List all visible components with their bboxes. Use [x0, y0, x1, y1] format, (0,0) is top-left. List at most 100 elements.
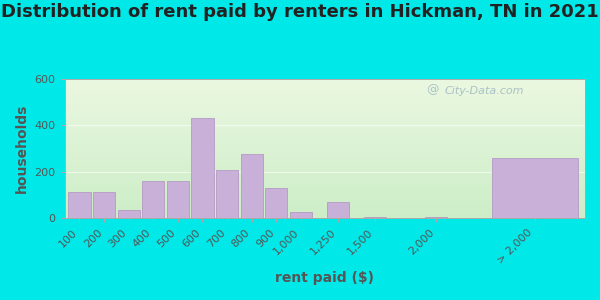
- X-axis label: rent paid ($): rent paid ($): [275, 271, 374, 285]
- Bar: [65, 190, 585, 191]
- Bar: [265, 188, 287, 218]
- Bar: [65, 93, 585, 94]
- Bar: [65, 117, 585, 118]
- Bar: [65, 100, 585, 101]
- Bar: [65, 106, 585, 107]
- Bar: [65, 121, 585, 122]
- Bar: [65, 181, 585, 182]
- Bar: [65, 82, 585, 83]
- Bar: [65, 217, 585, 218]
- Bar: [65, 177, 585, 178]
- Bar: [65, 167, 585, 168]
- Bar: [65, 200, 585, 201]
- Bar: [491, 158, 578, 218]
- Bar: [65, 202, 585, 203]
- Bar: [65, 83, 585, 84]
- Bar: [65, 138, 585, 139]
- Bar: [65, 162, 585, 163]
- Bar: [167, 181, 189, 218]
- Bar: [65, 188, 585, 189]
- Bar: [65, 136, 585, 137]
- Bar: [65, 164, 585, 165]
- Bar: [65, 81, 585, 82]
- Bar: [65, 118, 585, 119]
- Y-axis label: households: households: [15, 104, 29, 193]
- Bar: [65, 197, 585, 198]
- Bar: [65, 132, 585, 133]
- Bar: [65, 189, 585, 190]
- Bar: [65, 179, 585, 180]
- Bar: [65, 193, 585, 194]
- Bar: [216, 170, 238, 218]
- Bar: [65, 156, 585, 157]
- Bar: [65, 209, 585, 210]
- Bar: [65, 111, 585, 112]
- Bar: [65, 161, 585, 162]
- Bar: [65, 114, 585, 115]
- Bar: [65, 140, 585, 141]
- Bar: [65, 125, 585, 126]
- Bar: [65, 85, 585, 86]
- Bar: [65, 143, 585, 144]
- Bar: [65, 130, 585, 131]
- Bar: [65, 116, 585, 117]
- Bar: [65, 108, 585, 109]
- Bar: [65, 153, 585, 154]
- Bar: [65, 173, 585, 174]
- Bar: [65, 147, 585, 148]
- Bar: [191, 118, 214, 218]
- Bar: [65, 210, 585, 211]
- Bar: [65, 216, 585, 217]
- Bar: [65, 98, 585, 99]
- Bar: [65, 141, 585, 142]
- Bar: [65, 213, 585, 214]
- Bar: [65, 103, 585, 104]
- Bar: [65, 150, 585, 151]
- Bar: [65, 120, 585, 121]
- Bar: [65, 101, 585, 102]
- Bar: [65, 79, 585, 80]
- Bar: [65, 95, 585, 96]
- Bar: [65, 212, 585, 213]
- Bar: [65, 115, 585, 116]
- Bar: [93, 193, 115, 218]
- Bar: [65, 171, 585, 172]
- Bar: [65, 172, 585, 173]
- Bar: [65, 99, 585, 100]
- Bar: [65, 148, 585, 149]
- Bar: [65, 107, 585, 108]
- Bar: [65, 84, 585, 85]
- Bar: [65, 134, 585, 135]
- Bar: [65, 180, 585, 181]
- Bar: [65, 129, 585, 130]
- Bar: [65, 90, 585, 91]
- Bar: [65, 165, 585, 166]
- Bar: [65, 104, 585, 105]
- Text: City-Data.com: City-Data.com: [445, 86, 524, 96]
- Bar: [65, 149, 585, 150]
- Bar: [65, 142, 585, 143]
- Bar: [241, 154, 263, 218]
- Bar: [65, 214, 585, 215]
- Bar: [65, 183, 585, 184]
- Bar: [142, 181, 164, 218]
- Bar: [65, 186, 585, 187]
- Bar: [65, 113, 585, 114]
- Bar: [65, 126, 585, 127]
- Bar: [65, 105, 585, 106]
- Bar: [65, 92, 585, 93]
- Bar: [65, 159, 585, 160]
- Bar: [65, 96, 585, 97]
- Bar: [65, 131, 585, 132]
- Bar: [65, 155, 585, 156]
- Bar: [65, 88, 585, 89]
- Bar: [65, 124, 585, 125]
- Bar: [65, 191, 585, 192]
- Bar: [65, 137, 585, 138]
- Bar: [65, 133, 585, 134]
- Bar: [65, 152, 585, 153]
- Bar: [65, 187, 585, 188]
- Bar: [65, 184, 585, 185]
- Bar: [65, 102, 585, 103]
- Bar: [65, 89, 585, 90]
